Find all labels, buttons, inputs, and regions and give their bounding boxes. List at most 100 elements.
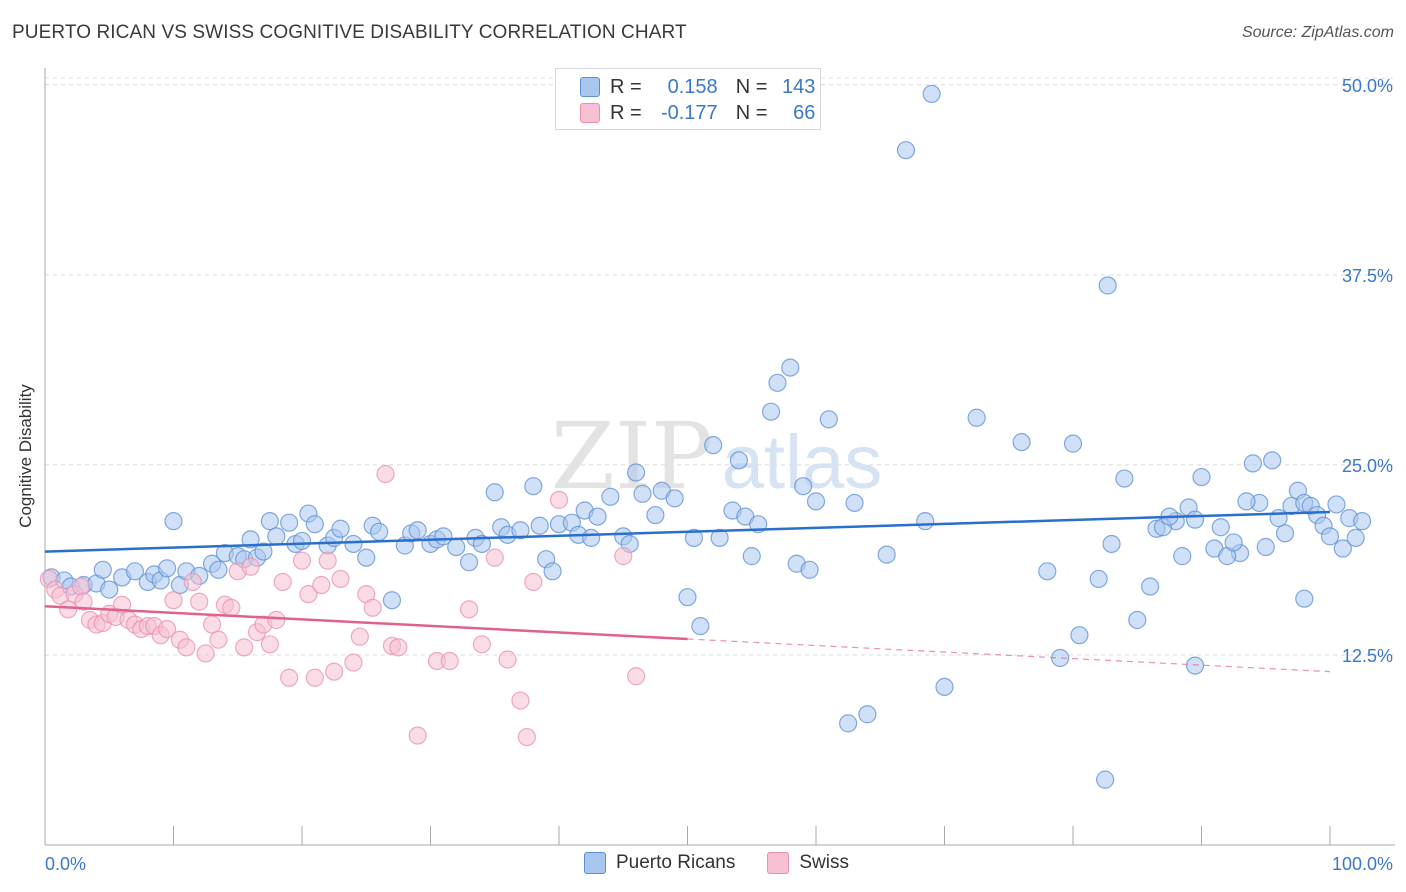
data-point <box>280 668 299 687</box>
legend-swatch-pink <box>580 103 600 123</box>
data-point <box>1275 524 1295 543</box>
data-point <box>1096 770 1115 789</box>
data-point <box>543 562 562 581</box>
data-point <box>241 557 260 576</box>
y-tick-label: 37.5% <box>1342 266 1393 286</box>
data-point <box>1185 510 1205 529</box>
trend-line-solid <box>44 510 1331 553</box>
data-point <box>472 534 491 554</box>
tick-labels: 12.5% 25.0% 37.5% 50.0% 0.0% 100.0% <box>45 76 1393 874</box>
data-point <box>472 635 491 654</box>
data-point <box>209 560 228 579</box>
data-point <box>331 569 350 589</box>
data-point <box>299 585 318 604</box>
data-point <box>71 577 91 596</box>
legend-r-label: R = <box>610 101 642 124</box>
data-point <box>74 592 93 611</box>
data-point <box>209 630 228 649</box>
data-point <box>1224 533 1243 552</box>
data-point <box>1346 528 1365 547</box>
data-point <box>1128 610 1147 630</box>
data-point <box>1243 454 1263 473</box>
data-point <box>916 512 935 531</box>
data-point <box>357 548 376 567</box>
legend-row-swiss: R = -0.177 N = 66 <box>580 101 815 125</box>
data-point <box>350 627 369 646</box>
data-point <box>292 531 312 551</box>
data-point <box>1063 434 1083 453</box>
data-point <box>729 451 749 470</box>
legend-r-value: 0.158 <box>667 75 718 98</box>
data-point <box>312 575 331 595</box>
data-point <box>588 507 607 526</box>
trend-line-dashed <box>687 638 1331 673</box>
data-point <box>922 84 941 104</box>
data-point <box>704 436 723 455</box>
data-point <box>344 653 363 672</box>
data-point <box>524 477 543 496</box>
legend-n-value: 66 <box>793 101 816 124</box>
data-point <box>1102 534 1121 554</box>
data-point <box>318 551 337 570</box>
data-point <box>845 493 864 513</box>
data-point <box>626 463 646 482</box>
x-tick-label: 0.0% <box>45 854 86 874</box>
data-point <box>1070 626 1089 645</box>
chart-title: PUERTO RICAN VS SWISS COGNITIVE DISABILI… <box>12 22 687 43</box>
data-point <box>100 580 119 599</box>
data-point <box>1269 509 1288 528</box>
legend-n-value: 143 <box>782 75 816 98</box>
data-point <box>517 727 536 747</box>
legend-r-label: R = <box>610 75 642 98</box>
data-point <box>1320 527 1340 546</box>
data-point <box>1263 451 1282 470</box>
data-point <box>511 521 530 540</box>
data-point <box>267 527 286 546</box>
data-point <box>794 477 813 496</box>
data-point <box>896 141 916 160</box>
data-point <box>202 615 222 634</box>
data-point <box>858 705 877 724</box>
data-point <box>626 667 646 686</box>
y-tick-label: 50.0% <box>1342 76 1393 96</box>
data-point <box>967 408 986 427</box>
data-point <box>806 492 826 511</box>
data-point <box>408 726 427 745</box>
data-point <box>691 616 710 636</box>
data-point <box>1256 537 1275 557</box>
legend-n-label: N = <box>735 75 768 98</box>
data-point <box>260 635 279 654</box>
x-tick-label: 100.0% <box>1332 854 1393 874</box>
legend-swatch-blue <box>580 77 600 97</box>
y-tick-label: 12.5% <box>1342 646 1393 666</box>
data-point <box>183 572 202 592</box>
data-point <box>935 677 954 696</box>
data-point <box>839 714 858 733</box>
data-point <box>646 505 665 525</box>
axes <box>44 68 1395 846</box>
data-point <box>877 545 896 564</box>
series-puerto-ricans <box>42 84 1372 789</box>
data-point <box>1333 539 1352 558</box>
data-point <box>363 598 382 617</box>
data-point <box>222 598 241 617</box>
legend-item-swiss: Swiss <box>767 852 849 874</box>
data-point <box>260 512 279 531</box>
data-point <box>601 487 620 506</box>
data-point <box>1038 562 1057 581</box>
source-label: Source: ZipAtlas.com <box>1241 24 1394 41</box>
data-point <box>511 691 530 710</box>
data-point <box>1211 518 1230 537</box>
data-point <box>305 668 324 687</box>
data-point <box>761 402 781 421</box>
data-point <box>235 638 254 657</box>
data-point <box>549 490 569 509</box>
data-point <box>1237 492 1256 511</box>
data-point <box>1185 656 1205 675</box>
data-point <box>582 528 601 547</box>
data-point <box>292 551 312 570</box>
series-legend: Puerto Ricans Swiss <box>584 852 881 874</box>
data-point <box>382 591 402 610</box>
data-point <box>325 662 344 681</box>
